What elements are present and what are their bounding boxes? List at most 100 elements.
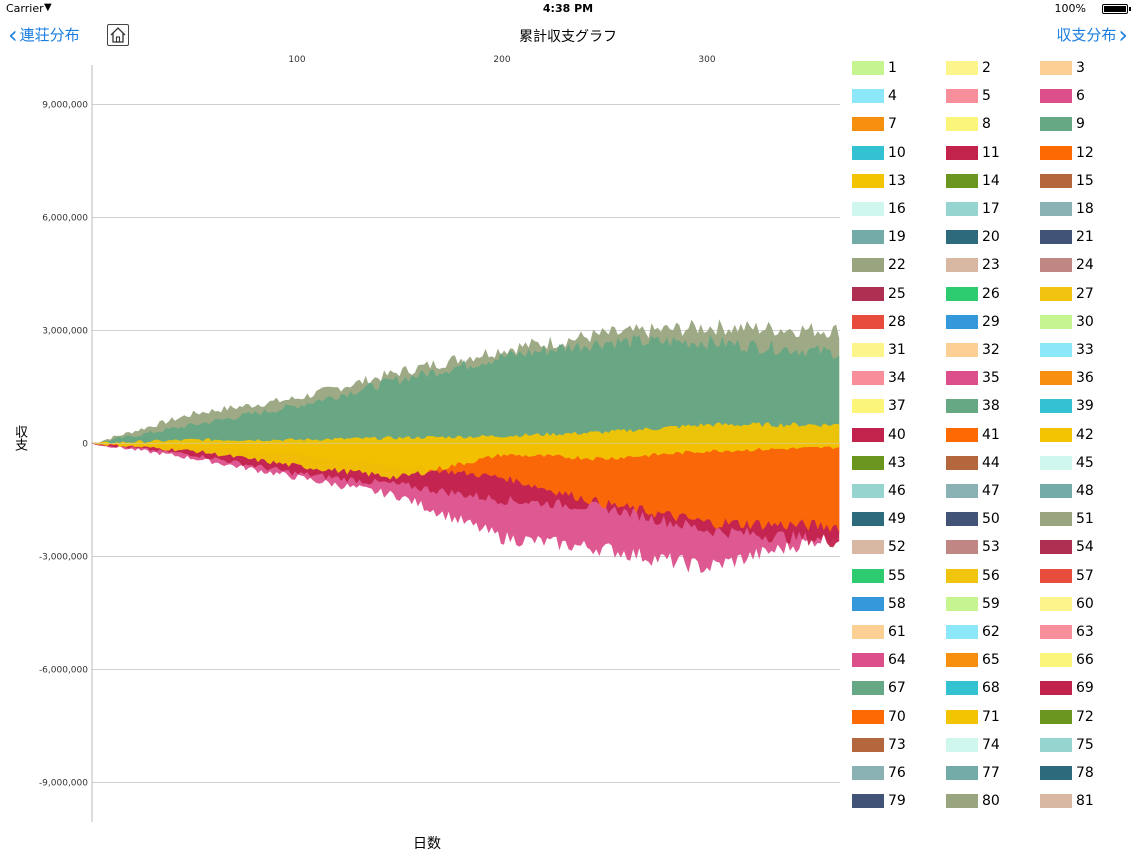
legend-label: 73 <box>888 736 906 753</box>
legend-swatch <box>852 258 884 273</box>
legend-item-38: 38 <box>946 396 1000 416</box>
legend-swatch <box>1040 653 1072 668</box>
legend-item-18: 18 <box>1040 199 1094 219</box>
legend-label: 70 <box>888 708 906 725</box>
legend-item-23: 23 <box>946 255 1000 275</box>
legend-item-28: 28 <box>852 312 906 332</box>
home-button[interactable] <box>107 24 129 46</box>
page-title: 累計収支グラフ <box>519 29 617 45</box>
legend-swatch <box>946 540 978 555</box>
legend-label: 3 <box>1076 60 1085 76</box>
legend-swatch <box>1040 709 1072 724</box>
home-icon <box>110 27 126 43</box>
legend-swatch <box>1040 89 1072 104</box>
legend-label: 74 <box>982 736 1000 753</box>
legend-label: 27 <box>1076 285 1094 302</box>
status-time: 4:38 PM <box>542 2 594 15</box>
series-area-13 <box>92 443 840 480</box>
legend-swatch <box>946 399 978 414</box>
back-button[interactable]: ‹ 連荘分布 <box>8 23 80 47</box>
y-tick-label: -6,000,000 <box>39 666 88 676</box>
legend-swatch <box>852 484 884 498</box>
legend-swatch <box>852 230 884 245</box>
legend-item-59: 59 <box>946 594 1000 614</box>
legend-item-37: 37 <box>852 396 906 416</box>
legend-swatch <box>946 625 978 639</box>
legend-item-51: 51 <box>1040 509 1094 529</box>
legend-item-30: 30 <box>1040 312 1094 332</box>
legend-swatch <box>852 343 884 357</box>
legend-item-74: 74 <box>946 735 1000 755</box>
legend-item-75: 75 <box>1040 735 1094 755</box>
legend-swatch <box>946 794 978 809</box>
legend-swatch <box>946 371 978 386</box>
legend-label: 48 <box>1076 483 1094 499</box>
legend-item-71: 71 <box>946 707 1000 727</box>
legend-item-70: 70 <box>852 707 906 727</box>
legend-label: 76 <box>888 765 906 781</box>
legend-label: 31 <box>888 342 906 358</box>
legend-item-34: 34 <box>852 368 906 388</box>
legend-label: 81 <box>1076 793 1094 810</box>
legend-label: 24 <box>1076 257 1094 274</box>
legend-item-26: 26 <box>946 284 1000 304</box>
legend-item-43: 43 <box>852 453 906 473</box>
y-tick-label: -9,000,000 <box>39 779 88 789</box>
legend-label: 2 <box>982 60 991 76</box>
legend-item-25: 25 <box>852 284 906 304</box>
legend-swatch <box>946 596 978 611</box>
legend-swatch <box>1040 61 1072 75</box>
legend-label: 57 <box>1076 567 1094 584</box>
legend-swatch <box>946 681 978 696</box>
legend-item-24: 24 <box>1040 255 1094 275</box>
legend-label: 20 <box>982 229 1000 246</box>
legend-item-81: 81 <box>1040 791 1094 811</box>
legend-item-3: 3 <box>1040 58 1085 78</box>
legend-item-52: 52 <box>852 537 906 557</box>
legend-item-12: 12 <box>1040 143 1094 163</box>
legend-item-21: 21 <box>1040 227 1094 247</box>
forward-button[interactable]: 収支分布 › <box>1056 23 1128 47</box>
legend-item-57: 57 <box>1040 566 1094 586</box>
legend-item-73: 73 <box>852 735 906 755</box>
y-tick-label: -3,000,000 <box>39 553 88 563</box>
legend-item-68: 68 <box>946 678 1000 698</box>
x-axis-label: 日数 <box>413 836 441 852</box>
legend-item-4: 4 <box>852 86 897 106</box>
legend-item-66: 66 <box>1040 650 1094 670</box>
legend-label: 41 <box>982 426 1000 443</box>
legend-label: 43 <box>888 454 906 471</box>
legend-item-27: 27 <box>1040 284 1094 304</box>
legend-item-65: 65 <box>946 650 1000 670</box>
legend-item-32: 32 <box>946 340 1000 360</box>
legend-swatch <box>852 202 884 216</box>
y-tick-label: 0 <box>82 440 88 450</box>
legend-swatch <box>852 596 884 611</box>
legend-label: 59 <box>982 595 1000 612</box>
legend-label: 50 <box>982 511 1000 528</box>
legend-label: 39 <box>1076 398 1094 415</box>
chart-legend: 1 2 3 4 5 6 7 8 9 10 11 12 13 14 15 16 17 18 19 20 21 22 23 24 2… <box>848 58 1136 826</box>
legend-item-53: 53 <box>946 537 1000 557</box>
legend-item-61: 61 <box>852 622 906 642</box>
legend-swatch <box>852 89 884 104</box>
legend-item-77: 77 <box>946 763 1000 783</box>
legend-item-31: 31 <box>852 340 906 360</box>
legend-label: 49 <box>888 511 906 528</box>
legend-label: 17 <box>982 201 1000 217</box>
legend-swatch <box>946 512 978 527</box>
y-tick-label: 9,000,000 <box>42 101 88 111</box>
legend-label: 18 <box>1076 201 1094 217</box>
y-axis-label: 収支 <box>12 425 27 451</box>
forward-button-label: 収支分布 <box>1056 26 1117 44</box>
legend-item-41: 41 <box>946 425 1000 445</box>
legend-swatch <box>946 202 978 216</box>
legend-swatch <box>852 455 884 470</box>
legend-swatch <box>1040 484 1072 498</box>
legend-label: 6 <box>1076 88 1085 105</box>
legend-label: 46 <box>888 483 906 499</box>
legend-swatch <box>1040 455 1072 470</box>
legend-label: 45 <box>1076 454 1094 471</box>
legend-swatch <box>946 286 978 301</box>
legend-item-48: 48 <box>1040 481 1094 501</box>
